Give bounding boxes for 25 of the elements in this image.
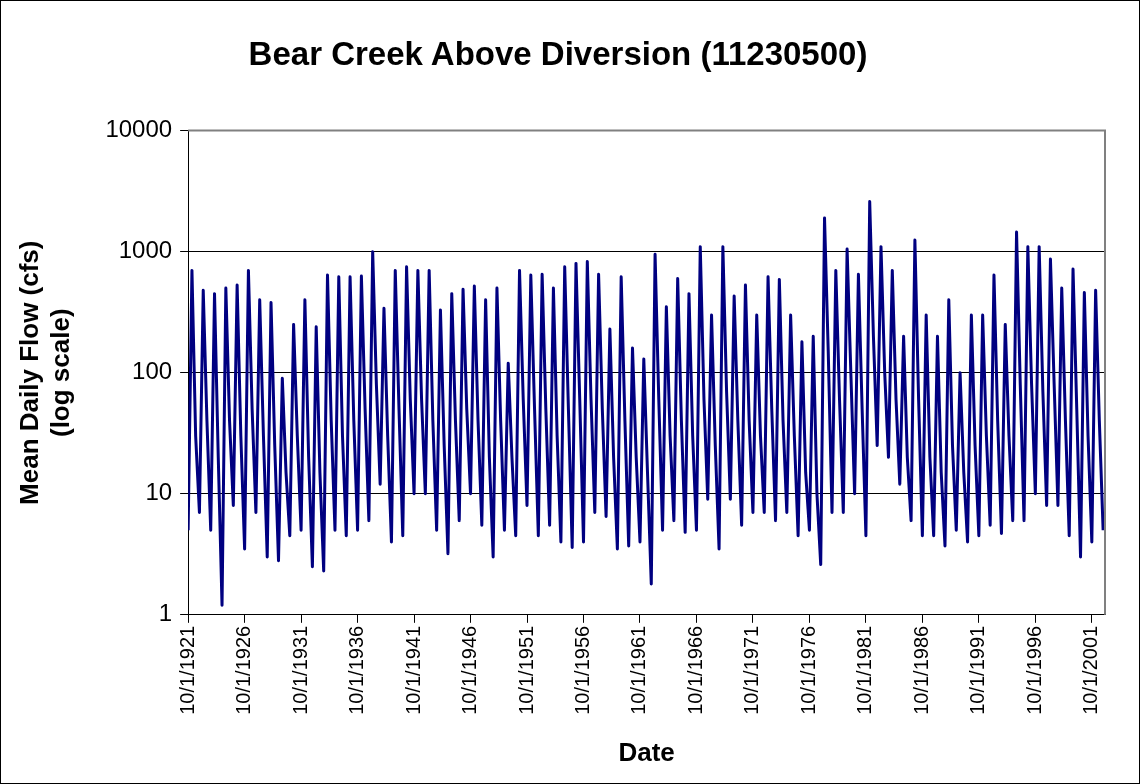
- x-tick-label: 10/1/1921: [175, 625, 198, 715]
- x-tick-label: 10/1/1926: [232, 625, 255, 715]
- y-axis-title: Mean Daily Flow (cfs) (log scale): [13, 240, 75, 505]
- x-axis-title: Date: [618, 736, 675, 767]
- x-tick-label: 10/1/1941: [401, 625, 424, 715]
- x-tick-label: 10/1/1951: [514, 625, 537, 715]
- x-tick-label: 10/1/1981: [853, 625, 876, 715]
- chart-title: Bear Creek Above Diversion (11230500): [248, 34, 868, 72]
- x-tick-label: 10/1/1936: [345, 625, 368, 715]
- x-tick-label: 10/1/1966: [683, 625, 706, 715]
- x-tick-label: 10/1/1946: [458, 625, 481, 715]
- x-tick-label: 10/1/2001: [1079, 625, 1102, 715]
- y-tick-label: 10000: [105, 115, 173, 143]
- x-tick-label: 10/1/1976: [796, 625, 819, 715]
- x-tick-label: 10/1/1961: [627, 625, 650, 715]
- y-tick-label: 1: [158, 599, 173, 627]
- y-tick-label: 100: [132, 357, 173, 385]
- x-tick-label: 10/1/1931: [288, 625, 311, 715]
- x-tick-label: 10/1/1991: [966, 625, 989, 715]
- y-tick-label: 1000: [118, 236, 173, 264]
- x-tick-label: 10/1/1996: [1022, 625, 1045, 715]
- x-tick-label: 10/1/1956: [571, 625, 594, 715]
- x-tick-label: 10/1/1971: [740, 625, 763, 715]
- y-tick-label: 10: [145, 478, 173, 506]
- x-tick-label: 10/1/1986: [909, 625, 932, 715]
